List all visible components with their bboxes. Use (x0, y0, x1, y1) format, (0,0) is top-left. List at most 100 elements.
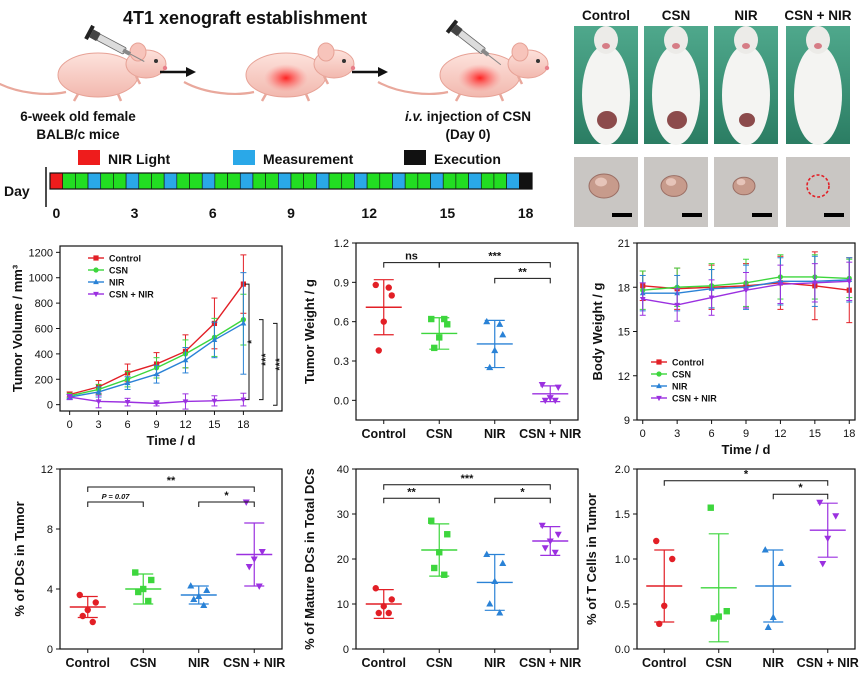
data-point (483, 317, 491, 325)
data-point (832, 513, 840, 520)
injection-label: i.v. injection of CSN (405, 109, 531, 124)
group-nir (180, 582, 217, 609)
legend-label: CSN + NIR (672, 394, 717, 404)
timeline-segment (214, 172, 228, 190)
category-label: CSN + NIR (797, 656, 859, 670)
timeline-segment (87, 172, 102, 190)
data-point (669, 555, 676, 563)
data-point (258, 548, 266, 556)
significance-bracket (494, 497, 551, 504)
data-point (436, 334, 443, 341)
data-point (499, 330, 507, 338)
timeline-segment (493, 172, 507, 190)
timeline-tick: 0 (52, 205, 60, 221)
y-tick-label: 40 (337, 464, 349, 476)
data-point (761, 546, 769, 553)
mouse-mouth (602, 43, 610, 49)
legend-label: NIR (109, 278, 125, 288)
mice-label-2: BALB/c mice (36, 127, 120, 142)
group-csn-nir (809, 499, 846, 568)
data-point (743, 288, 749, 294)
legend-label: Control (109, 254, 141, 264)
y-tick-label: 400 (35, 349, 53, 361)
x-tick-label: 3 (674, 428, 680, 440)
category-label: CSN (706, 656, 732, 670)
data-point (380, 603, 387, 610)
data-point (135, 588, 142, 596)
data-point (546, 395, 554, 402)
x-tick-label: 0 (67, 419, 73, 431)
data-point (483, 550, 491, 558)
x-tick-label: 3 (96, 419, 102, 431)
significance-label: ** (167, 475, 176, 487)
y-tick-label: 12 (41, 464, 53, 476)
y-tick-label: 0 (343, 644, 349, 656)
x-tick-label: 9 (153, 419, 159, 431)
legend-label: NIR (672, 382, 688, 392)
data-point (84, 606, 91, 614)
category-label: Control (362, 427, 406, 441)
timeline-segment (151, 172, 165, 190)
data-point (95, 399, 102, 405)
schematic-title: 4T1 xenograft establishment (123, 8, 367, 28)
y-tick-label: 30 (337, 509, 349, 521)
data-point (777, 282, 784, 288)
legend-label: CSN + NIR (109, 290, 154, 300)
y-tick-label: 15 (618, 327, 630, 339)
mouse-fur (582, 45, 630, 145)
timeline-segment (506, 172, 520, 190)
significance-bracket (383, 484, 551, 490)
group-csn (125, 569, 162, 605)
y-axis-label: Tumor Weight / g (302, 279, 317, 384)
data-point (674, 302, 681, 309)
data-point (639, 296, 646, 303)
significance-label: *** (260, 352, 272, 366)
group-control (646, 537, 683, 627)
data-point (195, 592, 203, 600)
scale-bar (752, 213, 772, 217)
scale-bar (824, 213, 844, 217)
timeline-segment (417, 172, 431, 190)
mouse-mouth (814, 43, 822, 49)
dot-chart: 0.0 0.3 0.6 0.9 1.2 Tumor Weight / g Control CS… (302, 238, 581, 441)
scale-bar (682, 213, 702, 217)
data-point (148, 576, 155, 584)
significance-bracket (87, 486, 255, 492)
data-point (203, 586, 211, 594)
data-point (242, 499, 250, 506)
category-label: CSN (130, 656, 156, 670)
timeline-legend-swatch (78, 150, 100, 165)
significance-bracket (245, 283, 250, 401)
data-point (145, 597, 152, 605)
group-csn-nir (532, 522, 569, 557)
data-point (708, 295, 715, 301)
y-tick-label: 0.9 (334, 277, 349, 289)
y-tick-label: 18 (618, 282, 630, 294)
significance-bracket (383, 262, 440, 268)
timeline-legend-swatch (233, 150, 255, 165)
line-chart: 0 200 400 600 800 1000 1200 Tumor Volume / mm³ 0… (10, 245, 286, 448)
timeline-legend-label: Execution (434, 151, 501, 167)
group-csn-nir (532, 382, 569, 405)
data-point (240, 397, 247, 403)
timeline-segment (455, 172, 469, 190)
significance-label: *** (461, 473, 475, 485)
y-tick-label: 200 (35, 374, 53, 386)
data-point (140, 585, 147, 593)
category-label: Control (642, 656, 686, 670)
data-point (541, 545, 549, 552)
timeline-segment (341, 172, 355, 190)
y-axis-label: % of T Cells in Tumor (584, 493, 599, 625)
group-csn (700, 504, 737, 643)
x-tick-label: 9 (743, 428, 749, 440)
significance-bracket (273, 322, 278, 406)
data-point (385, 284, 392, 291)
category-label: Control (66, 656, 110, 670)
x-tick-label: 15 (208, 419, 220, 431)
mouse-body (0, 41, 169, 103)
timeline-tick: 6 (209, 205, 217, 221)
significance-bracket (383, 497, 440, 504)
data-point (444, 531, 451, 538)
data-point (240, 320, 247, 326)
y-tick-label: 0 (47, 644, 53, 656)
